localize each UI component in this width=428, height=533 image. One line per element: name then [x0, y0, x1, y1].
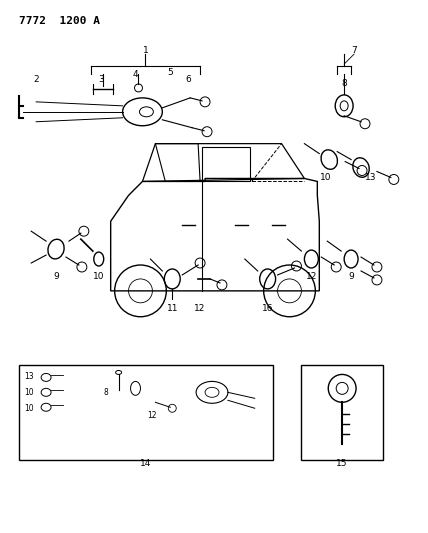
Text: 16: 16 — [262, 304, 273, 313]
Text: 13: 13 — [24, 372, 34, 381]
Bar — [19, 366, 273, 460]
Text: 10: 10 — [320, 173, 331, 182]
Text: 11: 11 — [166, 304, 178, 313]
Text: 12: 12 — [194, 304, 206, 313]
Text: 12: 12 — [306, 272, 317, 281]
Text: 1: 1 — [143, 46, 149, 55]
Text: 10: 10 — [24, 404, 34, 413]
Text: 10: 10 — [24, 388, 34, 397]
Text: 4: 4 — [133, 69, 138, 78]
Text: 10: 10 — [93, 272, 104, 281]
Text: 8: 8 — [341, 79, 347, 88]
Text: 12: 12 — [148, 411, 157, 420]
Text: 9: 9 — [53, 272, 59, 281]
Text: 9: 9 — [348, 272, 354, 281]
Text: 7772  1200 A: 7772 1200 A — [19, 17, 100, 26]
Text: 7: 7 — [351, 46, 357, 55]
Text: 14: 14 — [140, 459, 151, 469]
Text: 5: 5 — [167, 68, 173, 77]
Bar — [301, 366, 383, 460]
Text: 3: 3 — [98, 76, 104, 84]
Text: 2: 2 — [33, 76, 39, 84]
Text: 13: 13 — [365, 173, 377, 182]
Text: 15: 15 — [336, 459, 348, 469]
Text: 6: 6 — [185, 76, 191, 84]
Text: 8: 8 — [104, 388, 109, 397]
